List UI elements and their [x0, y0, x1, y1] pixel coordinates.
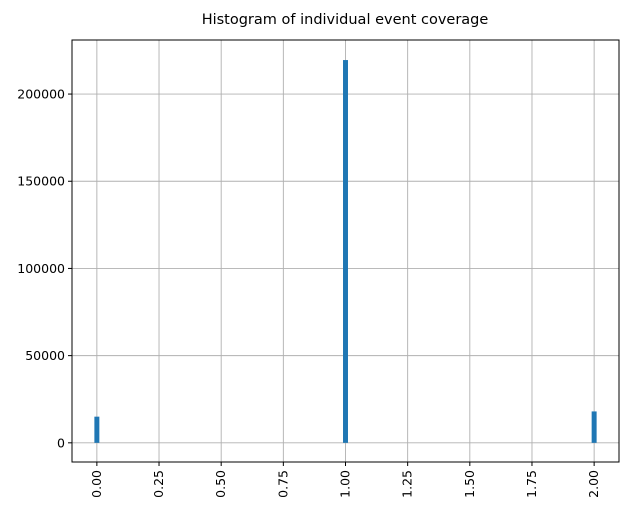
x-tick-label: 1.25 — [400, 470, 415, 498]
tick-layer: 0.00 0.25 0.50 0.75 1.00 1.25 1.50 1.75 2.00 0 500… — [17, 87, 601, 498]
y-tick-label: 0 — [57, 435, 65, 450]
x-tick-label: 0.75 — [275, 470, 290, 498]
y-tick-label: 100000 — [17, 261, 65, 276]
histogram-bar — [94, 416, 100, 443]
y-tick-label: 50000 — [25, 348, 65, 363]
y-tick-label: 150000 — [17, 174, 65, 189]
histogram-bar — [591, 411, 597, 443]
chart-title: Histogram of individual event coverage — [202, 12, 489, 28]
x-tick-label: 2.00 — [586, 470, 601, 498]
histogram-bar — [343, 60, 348, 443]
x-tick-label: 1.00 — [338, 470, 353, 498]
x-tick-label: 0.50 — [213, 470, 228, 498]
x-tick-label: 0.00 — [89, 470, 104, 498]
bar-layer — [94, 60, 597, 443]
x-tick-label: 0.25 — [151, 470, 166, 498]
y-tick-label: 200000 — [17, 87, 65, 102]
x-tick-label: 1.50 — [462, 470, 477, 498]
x-tick-label: 1.75 — [524, 470, 539, 498]
